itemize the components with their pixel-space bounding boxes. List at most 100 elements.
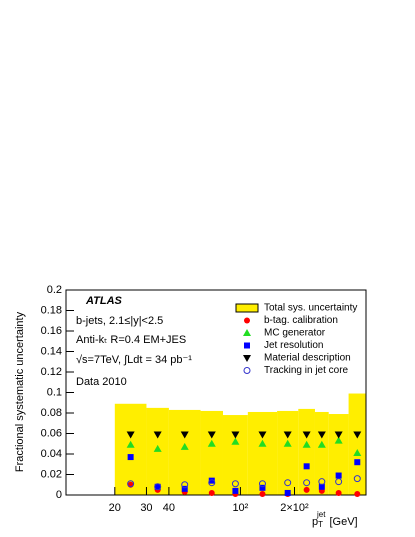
data-point bbox=[317, 431, 326, 439]
data-point bbox=[303, 463, 310, 470]
data-point bbox=[231, 480, 239, 488]
data-point bbox=[208, 489, 215, 496]
data-point bbox=[302, 431, 311, 439]
legend-label: Jet resolution bbox=[264, 340, 323, 351]
legend-swatch bbox=[235, 303, 259, 313]
legend-marker bbox=[244, 342, 250, 349]
x-label-sup: jet bbox=[316, 510, 326, 519]
y-tick-label: 0.04 bbox=[41, 448, 62, 460]
x-tick-label: 40 bbox=[163, 502, 175, 514]
data-point bbox=[231, 431, 240, 439]
y-tick-label: 0.14 bbox=[41, 345, 62, 357]
legend-marker bbox=[243, 355, 251, 362]
legend-marker bbox=[244, 317, 250, 324]
data-point bbox=[231, 437, 240, 445]
y-tick-label: 0.1 bbox=[47, 386, 62, 398]
y-axis-label: Fractional systematic uncertainty bbox=[14, 311, 26, 472]
y-tick-label: 0.02 bbox=[41, 468, 62, 480]
data-point bbox=[317, 440, 326, 448]
data-point bbox=[283, 439, 292, 447]
x-label-sub: T bbox=[318, 520, 323, 529]
data-point bbox=[127, 480, 135, 488]
x-label-unit: [GeV] bbox=[329, 516, 357, 528]
data-point bbox=[354, 490, 361, 497]
data-point bbox=[283, 431, 292, 439]
data-point bbox=[354, 459, 361, 466]
data-point bbox=[353, 475, 361, 483]
legend-label: Total sys. uncertainty bbox=[264, 303, 357, 314]
data-point bbox=[335, 489, 342, 496]
data-point bbox=[303, 479, 311, 487]
legend-label: Tracking in jet core bbox=[264, 365, 349, 376]
x-axis-label: pTjet[GeV] bbox=[312, 510, 358, 529]
data-point bbox=[353, 431, 362, 439]
data-point bbox=[335, 478, 343, 486]
data-point bbox=[232, 487, 239, 494]
legend-label: Material description bbox=[264, 353, 351, 364]
data-point bbox=[208, 477, 215, 484]
y-tick-label: 0.2 bbox=[47, 284, 62, 296]
band-bin bbox=[277, 410, 299, 495]
x-label-base: p bbox=[312, 516, 318, 528]
data-point bbox=[302, 440, 311, 448]
data-point bbox=[334, 431, 343, 439]
data-point bbox=[181, 485, 188, 492]
band-bin bbox=[114, 403, 147, 495]
legend-marker bbox=[243, 367, 251, 374]
data-point bbox=[180, 442, 189, 450]
y-tick-label: 0 bbox=[56, 489, 62, 501]
data-point bbox=[258, 480, 266, 488]
legend-label: MC generator bbox=[264, 328, 326, 339]
band-bin bbox=[247, 411, 278, 495]
band-bin bbox=[328, 414, 349, 495]
y-tick-label: 0.06 bbox=[41, 427, 62, 439]
data-point bbox=[334, 436, 343, 444]
y-tick-label: 0.16 bbox=[41, 325, 62, 337]
band-bin bbox=[222, 415, 248, 495]
data-point bbox=[318, 478, 326, 486]
data-point bbox=[207, 439, 216, 447]
data-point bbox=[207, 431, 216, 439]
y-tick-label: 0.08 bbox=[41, 407, 62, 419]
band-bin bbox=[348, 393, 366, 495]
band-bin bbox=[200, 410, 223, 495]
data-point bbox=[127, 454, 134, 461]
annotation: b-jets, 2.1≤|y|<2.5 bbox=[76, 315, 163, 327]
x-tick-label: 20 bbox=[109, 502, 121, 514]
legend-label: b-tag. calibration bbox=[264, 315, 338, 326]
data-point bbox=[208, 479, 216, 487]
data-point bbox=[153, 444, 162, 452]
band-bin bbox=[298, 408, 315, 495]
data-point bbox=[259, 484, 266, 491]
data-point bbox=[258, 439, 267, 447]
band-bin bbox=[168, 409, 201, 495]
y-tick-label: 0.12 bbox=[41, 366, 62, 378]
band-bin bbox=[314, 411, 329, 495]
data-point bbox=[154, 483, 161, 490]
y-tick-label: 0.18 bbox=[41, 304, 62, 316]
x-tick-label: 2×10² bbox=[280, 502, 309, 514]
atlas-label: ATLAS bbox=[85, 295, 123, 307]
data-point bbox=[303, 486, 310, 493]
data-point bbox=[335, 472, 342, 479]
data-point bbox=[318, 483, 325, 490]
x-tick-label: 30 bbox=[140, 502, 152, 514]
legend-marker bbox=[243, 329, 251, 336]
data-point bbox=[259, 490, 266, 497]
data-point bbox=[126, 440, 135, 448]
annotation: Data 2010 bbox=[76, 376, 127, 388]
data-point bbox=[353, 448, 362, 456]
annotation: √s=7TeV, ∫Ldt = 34 pb⁻¹ bbox=[76, 354, 192, 366]
data-point bbox=[284, 479, 292, 487]
data-point bbox=[154, 483, 162, 491]
data-point bbox=[181, 481, 189, 489]
data-point bbox=[258, 431, 267, 439]
x-tick-label: 10² bbox=[232, 502, 248, 514]
data-point bbox=[180, 431, 189, 439]
data-point bbox=[153, 431, 162, 439]
annotation: Anti-kₜ R=0.4 EM+JES bbox=[76, 334, 186, 346]
data-point bbox=[284, 489, 291, 496]
data-point bbox=[126, 431, 135, 439]
